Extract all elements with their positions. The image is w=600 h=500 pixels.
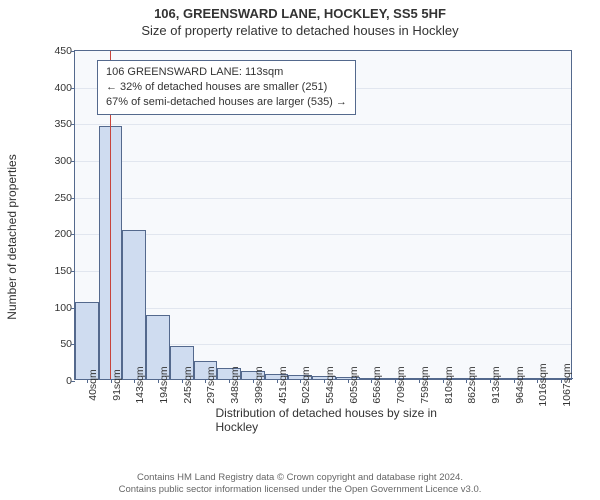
x-tick-mark xyxy=(253,379,254,383)
y-tick-label: 250 xyxy=(54,192,72,204)
x-tick-mark xyxy=(300,379,301,383)
x-tick-mark xyxy=(134,379,135,383)
y-tick-label: 200 xyxy=(54,228,72,240)
x-tick-label: 143sqm xyxy=(134,366,146,403)
x-tick-label: 656sqm xyxy=(371,366,383,403)
x-tick-mark xyxy=(87,379,88,383)
footer-line-1: Contains HM Land Registry data © Crown c… xyxy=(0,472,600,484)
gridline xyxy=(75,161,571,162)
x-tick-mark xyxy=(419,379,420,383)
x-tick-label: 964sqm xyxy=(514,366,526,403)
x-tick-mark xyxy=(466,379,467,383)
footer-attribution: Contains HM Land Registry data © Crown c… xyxy=(0,472,600,496)
info-line-2: ← 32% of detached houses are smaller (25… xyxy=(106,80,347,95)
y-tick-label: 100 xyxy=(54,302,72,314)
x-tick-label: 913sqm xyxy=(490,366,502,403)
x-tick-label: 91sqm xyxy=(111,369,123,401)
x-tick-label: 348sqm xyxy=(229,366,241,403)
x-tick-label: 554sqm xyxy=(324,366,336,403)
gridline xyxy=(75,198,571,199)
x-tick-mark xyxy=(561,379,562,383)
x-tick-label: 245sqm xyxy=(182,366,194,403)
y-tick-mark xyxy=(71,271,75,272)
y-tick-label: 350 xyxy=(54,118,72,130)
info-line-3: 67% of semi-detached houses are larger (… xyxy=(106,95,347,110)
x-tick-label: 502sqm xyxy=(300,366,312,403)
chart-title-main: 106, GREENSWARD LANE, HOCKLEY, SS5 5HF xyxy=(0,0,600,21)
y-tick-mark xyxy=(71,124,75,125)
x-tick-label: 810sqm xyxy=(443,366,455,403)
y-tick-mark xyxy=(71,161,75,162)
y-tick-mark xyxy=(71,88,75,89)
gridline xyxy=(75,124,571,125)
info-line-1: 106 GREENSWARD LANE: 113sqm xyxy=(106,65,347,80)
x-tick-mark xyxy=(514,379,515,383)
x-tick-label: 40sqm xyxy=(87,369,99,401)
x-tick-label: 194sqm xyxy=(158,366,170,403)
y-tick-label: 450 xyxy=(54,45,72,57)
x-tick-mark xyxy=(111,379,112,383)
x-tick-label: 759sqm xyxy=(419,366,431,403)
x-tick-mark xyxy=(277,379,278,383)
gridline xyxy=(75,271,571,272)
x-tick-mark xyxy=(205,379,206,383)
x-tick-label: 1016sqm xyxy=(537,363,549,406)
x-tick-mark xyxy=(324,379,325,383)
chart-container: Number of detached properties 0501001502… xyxy=(40,42,580,432)
footer-line-2: Contains public sector information licen… xyxy=(0,484,600,496)
info-annotation-box: 106 GREENSWARD LANE: 113sqm ← 32% of det… xyxy=(97,60,356,115)
y-axis-label: Number of detached properties xyxy=(5,154,19,319)
plot-area: 05010015020025030035040045040sqm91sqm143… xyxy=(74,50,572,380)
x-tick-mark xyxy=(348,379,349,383)
x-tick-label: 862sqm xyxy=(466,366,478,403)
histogram-bar xyxy=(75,302,99,379)
y-tick-mark xyxy=(71,234,75,235)
x-tick-mark xyxy=(229,379,230,383)
histogram-bar xyxy=(122,230,146,379)
gridline xyxy=(75,234,571,235)
x-axis-label: Distribution of detached houses by size … xyxy=(216,406,459,434)
y-tick-mark xyxy=(71,198,75,199)
x-tick-label: 1067sqm xyxy=(561,363,573,406)
x-tick-label: 605sqm xyxy=(348,366,360,403)
y-tick-mark xyxy=(71,51,75,52)
chart-title-sub: Size of property relative to detached ho… xyxy=(0,21,600,38)
x-tick-mark xyxy=(443,379,444,383)
x-tick-mark xyxy=(371,379,372,383)
x-tick-mark xyxy=(490,379,491,383)
x-tick-mark xyxy=(158,379,159,383)
x-tick-mark xyxy=(537,379,538,383)
x-tick-label: 297sqm xyxy=(205,366,217,403)
x-tick-mark xyxy=(182,379,183,383)
y-tick-mark xyxy=(71,381,75,382)
y-tick-label: 150 xyxy=(54,265,72,277)
x-tick-mark xyxy=(395,379,396,383)
gridline xyxy=(75,308,571,309)
x-tick-label: 709sqm xyxy=(395,366,407,403)
y-tick-label: 400 xyxy=(54,82,72,94)
x-tick-label: 399sqm xyxy=(253,366,265,403)
y-tick-label: 300 xyxy=(54,155,72,167)
x-tick-label: 451sqm xyxy=(277,366,289,403)
